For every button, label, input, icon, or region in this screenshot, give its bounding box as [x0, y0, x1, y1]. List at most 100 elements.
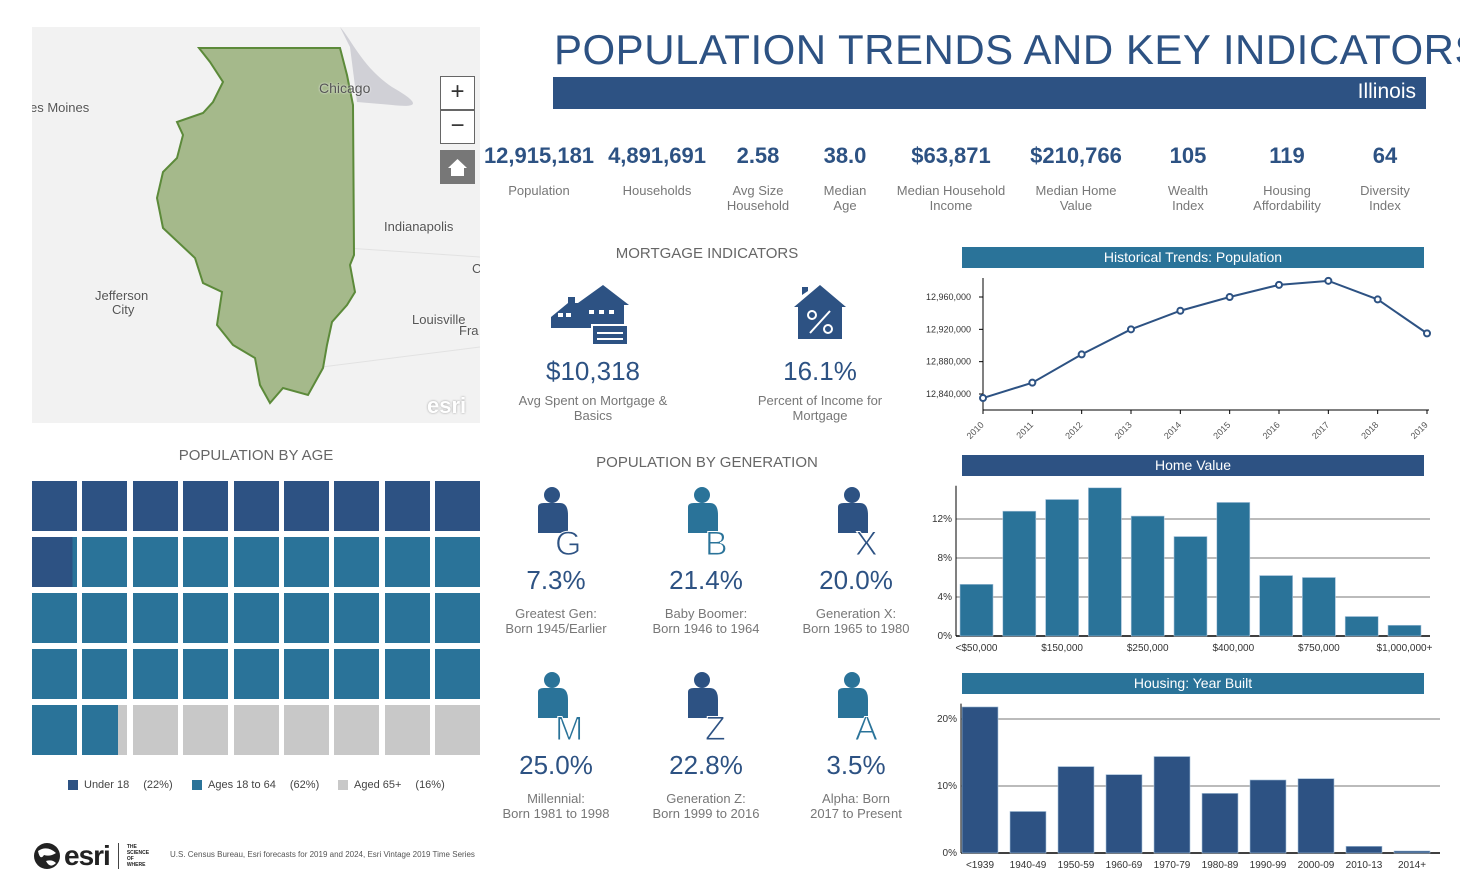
age-waffle-cell [334, 537, 380, 587]
bar[interactable] [1344, 616, 1379, 637]
bar[interactable] [1387, 624, 1422, 637]
legend-swatch [192, 780, 202, 790]
bar[interactable] [1009, 811, 1047, 854]
bar[interactable] [1153, 756, 1191, 854]
data-point[interactable] [1077, 350, 1086, 359]
map-label-city: City [112, 302, 135, 317]
x-tick-label: 2010 [965, 420, 986, 441]
bar[interactable] [1259, 575, 1293, 637]
chart-title-year-built: Housing: Year Built [962, 673, 1424, 694]
zoom-in-button[interactable]: + [440, 76, 475, 110]
y-tick-label: 12,920,000 [926, 324, 971, 334]
age-waffle-cell [233, 481, 279, 531]
stat-label: Avg Size Household [726, 183, 790, 213]
generation-label: Alpha: Born [822, 791, 890, 806]
generation-years: Born 1965 to 1980 [802, 621, 910, 636]
data-point[interactable] [1275, 280, 1283, 289]
mortgage-title: MORTGAGE INDICATORS [615, 245, 799, 262]
map-label-partial: C [472, 261, 480, 276]
stat-label: Households [622, 183, 692, 198]
stat-value: 119 [1269, 143, 1305, 168]
generation-A: A 3.5% Alpha: Born 2017 to Present [781, 670, 931, 821]
data-point[interactable] [1225, 293, 1234, 301]
bar[interactable] [1045, 499, 1079, 637]
x-tick-label: $150,000 [1041, 643, 1083, 654]
bar[interactable] [1088, 487, 1122, 637]
home-button[interactable] [440, 150, 475, 184]
map-label-des-moines: es Moines [32, 100, 90, 115]
bar[interactable] [1249, 779, 1287, 854]
generation-value: 20.0% [819, 565, 893, 595]
data-point[interactable] [1127, 325, 1135, 334]
age-waffle-cell [132, 705, 178, 755]
map-canvas [155, 27, 480, 405]
x-tick-label: $400,000 [1212, 643, 1254, 654]
generation-value: 22.8% [669, 750, 743, 780]
generation-letter: B [705, 525, 728, 561]
mortgage-spent-label: Avg Spent on Mortgage & Basics [518, 393, 668, 423]
source-note: U.S. Census Bureau, Esri forecasts for 2… [170, 850, 475, 859]
x-tick-label: 2014+ [1398, 860, 1426, 871]
age-waffle-cell [183, 537, 229, 587]
stat-3: 38.0 Median Age [775, 143, 915, 213]
bar[interactable] [1130, 515, 1165, 637]
data-point[interactable] [1324, 276, 1333, 285]
data-point[interactable] [979, 394, 987, 403]
age-waffle-cell [132, 481, 178, 531]
y-tick-label: 12,840,000 [926, 389, 971, 399]
x-tick-label: 1970-79 [1154, 860, 1191, 871]
stat-label: Median Home Value [1035, 183, 1117, 213]
generation-letter: A [855, 710, 878, 746]
data-point[interactable] [1373, 295, 1382, 304]
x-tick-label: 2014 [1162, 420, 1183, 441]
x-tick-label: 2000-09 [1298, 860, 1335, 871]
x-tick-label: 2016 [1261, 420, 1282, 441]
bar[interactable] [1345, 845, 1383, 854]
state-name: Illinois [1357, 80, 1416, 103]
bar[interactable] [1057, 766, 1095, 854]
chart-title-population: Historical Trends: Population [962, 247, 1424, 268]
stat-value: 64 [1372, 143, 1398, 168]
bar[interactable] [1002, 510, 1037, 637]
age-waffle-cell [334, 705, 380, 755]
population-line [982, 279, 1428, 399]
data-point[interactable] [1423, 329, 1431, 338]
generation-label: Greatest Gen: [515, 606, 597, 621]
bar[interactable] [1105, 774, 1143, 854]
map[interactable]: Chicago es Moines Indianapolis Jefferson… [32, 27, 480, 423]
data-point[interactable] [1176, 306, 1185, 315]
x-tick-label: 1990-99 [1250, 860, 1287, 871]
bar[interactable] [1173, 536, 1208, 637]
bar[interactable] [1297, 778, 1335, 854]
bar[interactable] [959, 584, 994, 637]
x-tick-label: $250,000 [1127, 643, 1169, 654]
age-waffle-cell [32, 649, 77, 699]
x-tick-label: $750,000 [1298, 643, 1340, 654]
bar[interactable] [1393, 850, 1431, 854]
age-waffle-cell [435, 593, 481, 643]
bar[interactable] [961, 706, 999, 854]
esri-attribution[interactable]: esri [427, 393, 467, 418]
age-waffle-cell [284, 481, 329, 531]
stat-value: 38.0 [823, 143, 867, 168]
esri-wordmark: esri [64, 840, 111, 871]
mortgage-spent: $10,318 Avg Spent on Mortgage & Basics [503, 285, 683, 423]
age-waffle-cell [284, 593, 329, 643]
bar[interactable] [1302, 577, 1336, 637]
age-waffle-cell [233, 649, 279, 699]
y-tick-label: 0% [938, 631, 953, 642]
stat-6: 105 Wealth Index [1118, 143, 1258, 213]
x-tick-label: 1950-59 [1058, 860, 1095, 871]
data-point[interactable] [1028, 378, 1037, 387]
zoom-out-button[interactable]: − [440, 110, 475, 144]
person-Z-icon: Z [688, 672, 726, 746]
x-tick-label: <$50,000 [956, 643, 998, 654]
age-legend-item: Ages 18 to 64 (62%) [192, 779, 319, 791]
age-waffle-cell [435, 481, 481, 531]
legend-pct: (16%) [415, 779, 445, 791]
age-waffle-cell [384, 537, 430, 587]
state-banner: Illinois [553, 77, 1426, 109]
age-waffle-cell [183, 649, 229, 699]
bar[interactable] [1216, 502, 1251, 637]
bar[interactable] [1201, 793, 1239, 854]
